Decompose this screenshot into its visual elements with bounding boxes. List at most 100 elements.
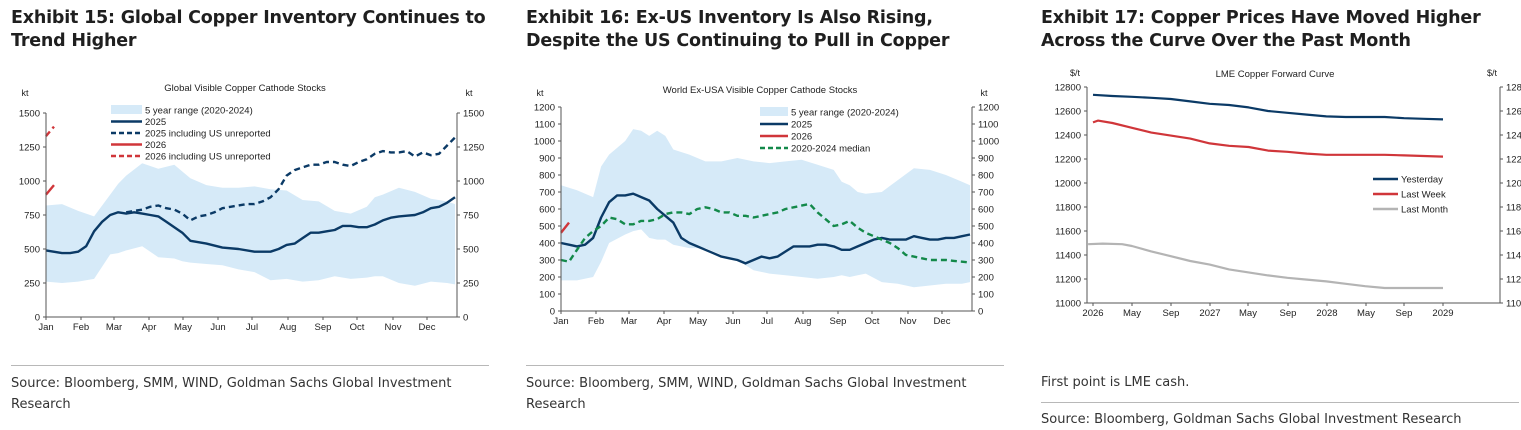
- series-line-2026: [560, 221, 570, 234]
- x-tick-label: Sep: [830, 316, 847, 327]
- legend-label-yesterday: Yesterday: [1401, 175, 1443, 186]
- legend-label-5-year-range-2020-2024: 5 year range (2020-2024): [791, 108, 899, 119]
- y-tick-label-left: 700: [539, 188, 555, 199]
- chart-ex-usa-copper-stocks: World Ex-USA Visible Copper Cathode Stoc…: [534, 85, 999, 327]
- y-tick-label-left: 1000: [534, 137, 555, 148]
- exhibit-17-title: Exhibit 17: Copper Prices Have Moved Hig…: [1041, 8, 1481, 51]
- y-tick-label-right: 11400: [1506, 251, 1521, 262]
- x-tick-label: May: [1357, 308, 1375, 319]
- y-tick-label-left: 12400: [1055, 131, 1081, 142]
- y-tick-label-left: 11600: [1055, 227, 1081, 238]
- y-tick-label-left: 300: [539, 256, 555, 267]
- x-tick-label: Mar: [621, 316, 637, 327]
- x-tick-label: May: [1123, 308, 1141, 319]
- x-tick-label: Sep: [1280, 308, 1297, 319]
- exhibit-16-panel: Exhibit 16: Ex-US Inventory Is Also Risi…: [515, 0, 1015, 430]
- y-tick-label-right: 400: [978, 239, 994, 250]
- y-tick-label-right: 1250: [463, 143, 484, 154]
- y-tick-label-left: 11400: [1055, 251, 1081, 262]
- y-tick-label-right: 900: [978, 154, 994, 165]
- y-tick-label-right: 0: [463, 313, 468, 324]
- x-tick-label: Jul: [761, 316, 773, 327]
- y-tick-label-left: 100: [539, 290, 555, 301]
- y-axis-label-right: $/t: [1487, 68, 1498, 78]
- range-band-5yr: [561, 129, 970, 288]
- x-tick-label: May: [174, 322, 192, 333]
- x-tick-label: 2029: [1432, 308, 1453, 319]
- y-tick-label-right: 800: [978, 171, 994, 182]
- y-tick-label-left: 200: [539, 273, 555, 284]
- legend-label-2026-including-us-unreported: 2026 including US unreported: [145, 152, 271, 163]
- exhibit-17-divider: [1041, 402, 1519, 403]
- y-tick-label-right: 11200: [1506, 275, 1521, 286]
- y-tick-label-right: 1000: [463, 177, 484, 188]
- y-tick-label-left: 11000: [1055, 299, 1081, 310]
- x-tick-label: Sep: [315, 322, 332, 333]
- x-tick-label: Nov: [385, 322, 402, 333]
- y-tick-label-left: 600: [539, 205, 555, 216]
- x-tick-label: Apr: [657, 316, 672, 327]
- y-tick-label-left: 1250: [19, 143, 40, 154]
- x-tick-label: May: [689, 316, 707, 327]
- y-tick-label-left: 11800: [1055, 203, 1081, 214]
- x-tick-label: Apr: [142, 322, 157, 333]
- y-tick-label-right: 300: [978, 256, 994, 267]
- x-tick-label: Jun: [210, 322, 225, 333]
- chart-title: Global Visible Copper Cathode Stocks: [164, 83, 326, 94]
- x-tick-label: Jul: [246, 322, 258, 333]
- y-tick-label-left: 900: [539, 154, 555, 165]
- series-line-2025: [45, 196, 456, 255]
- legend-label-2026: 2026: [791, 132, 812, 143]
- legend-label-last-week: Last Week: [1401, 190, 1446, 201]
- series-line-2020-2024-median: [560, 202, 971, 264]
- exhibit-15-source: Source: Bloomberg, SMM, WIND, Goldman Sa…: [11, 376, 452, 412]
- legend-label-2025: 2025: [791, 120, 812, 131]
- x-tick-label: Jun: [725, 316, 740, 327]
- series-line-last-week: [1092, 119, 1444, 158]
- y-tick-label-right: 11000: [1506, 299, 1521, 310]
- y-tick-label-right: 200: [978, 273, 994, 284]
- y-axis-label-left: $/t: [1070, 68, 1081, 78]
- x-tick-label: Feb: [73, 322, 89, 333]
- exhibit-17-panel: Exhibit 17: Copper Prices Have Moved Hig…: [1030, 0, 1521, 430]
- y-tick-label-left: 12800: [1055, 83, 1081, 94]
- x-tick-label: Aug: [280, 322, 297, 333]
- chart-global-copper-stocks: Global Visible Copper Cathode Stocks kt kt…: [19, 83, 484, 333]
- series-line-2026: [45, 184, 55, 196]
- y-tick-label-right: 1100: [978, 120, 998, 131]
- y-tick-label-right: 750: [463, 211, 479, 222]
- series-line-2025-including-us-unreported: [125, 136, 456, 222]
- y-tick-label-left: 1000: [19, 177, 40, 188]
- x-tick-label: Sep: [1163, 308, 1180, 319]
- x-tick-label: Dec: [419, 322, 436, 333]
- legend-swatch-range: [111, 105, 142, 114]
- y-tick-label-right: 1000: [978, 137, 999, 148]
- series-line-2026-including-us-unreported: [45, 125, 55, 137]
- y-tick-label-left: 500: [539, 222, 555, 233]
- y-tick-label-left: 0: [550, 307, 555, 318]
- exhibit-16-divider: [526, 365, 1004, 366]
- x-tick-label: Jan: [553, 316, 568, 327]
- x-tick-label: Feb: [588, 316, 604, 327]
- y-tick-label-right: 11600: [1506, 227, 1521, 238]
- y-tick-label-right: 600: [978, 205, 994, 216]
- y-tick-label-left: 0: [35, 313, 40, 324]
- series-line-last-month: [1088, 242, 1443, 290]
- y-tick-label-left: 1500: [19, 109, 40, 120]
- x-tick-label: 2027: [1199, 308, 1220, 319]
- y-tick-label-right: 250: [463, 279, 479, 290]
- x-tick-label: Sep: [1396, 308, 1413, 319]
- y-tick-label-left: 12600: [1055, 107, 1081, 118]
- y-tick-label-right: 12200: [1506, 155, 1521, 166]
- x-tick-label: Jan: [38, 322, 53, 333]
- y-tick-label-right: 700: [978, 188, 994, 199]
- series-line-2025: [560, 192, 971, 265]
- legend-label-2020-2024-median: 2020-2024 median: [791, 144, 870, 155]
- y-tick-label-left: 1100: [535, 120, 555, 131]
- y-axis-label-left: kt: [536, 88, 544, 98]
- y-tick-label-left: 12000: [1055, 179, 1081, 190]
- exhibit-15-panel: Exhibit 15: Global Copper Inventory Cont…: [0, 0, 500, 430]
- y-tick-label-right: 1500: [463, 109, 484, 120]
- exhibit-17-note: First point is LME cash.: [1041, 375, 1190, 390]
- y-tick-label-right: 500: [463, 245, 479, 256]
